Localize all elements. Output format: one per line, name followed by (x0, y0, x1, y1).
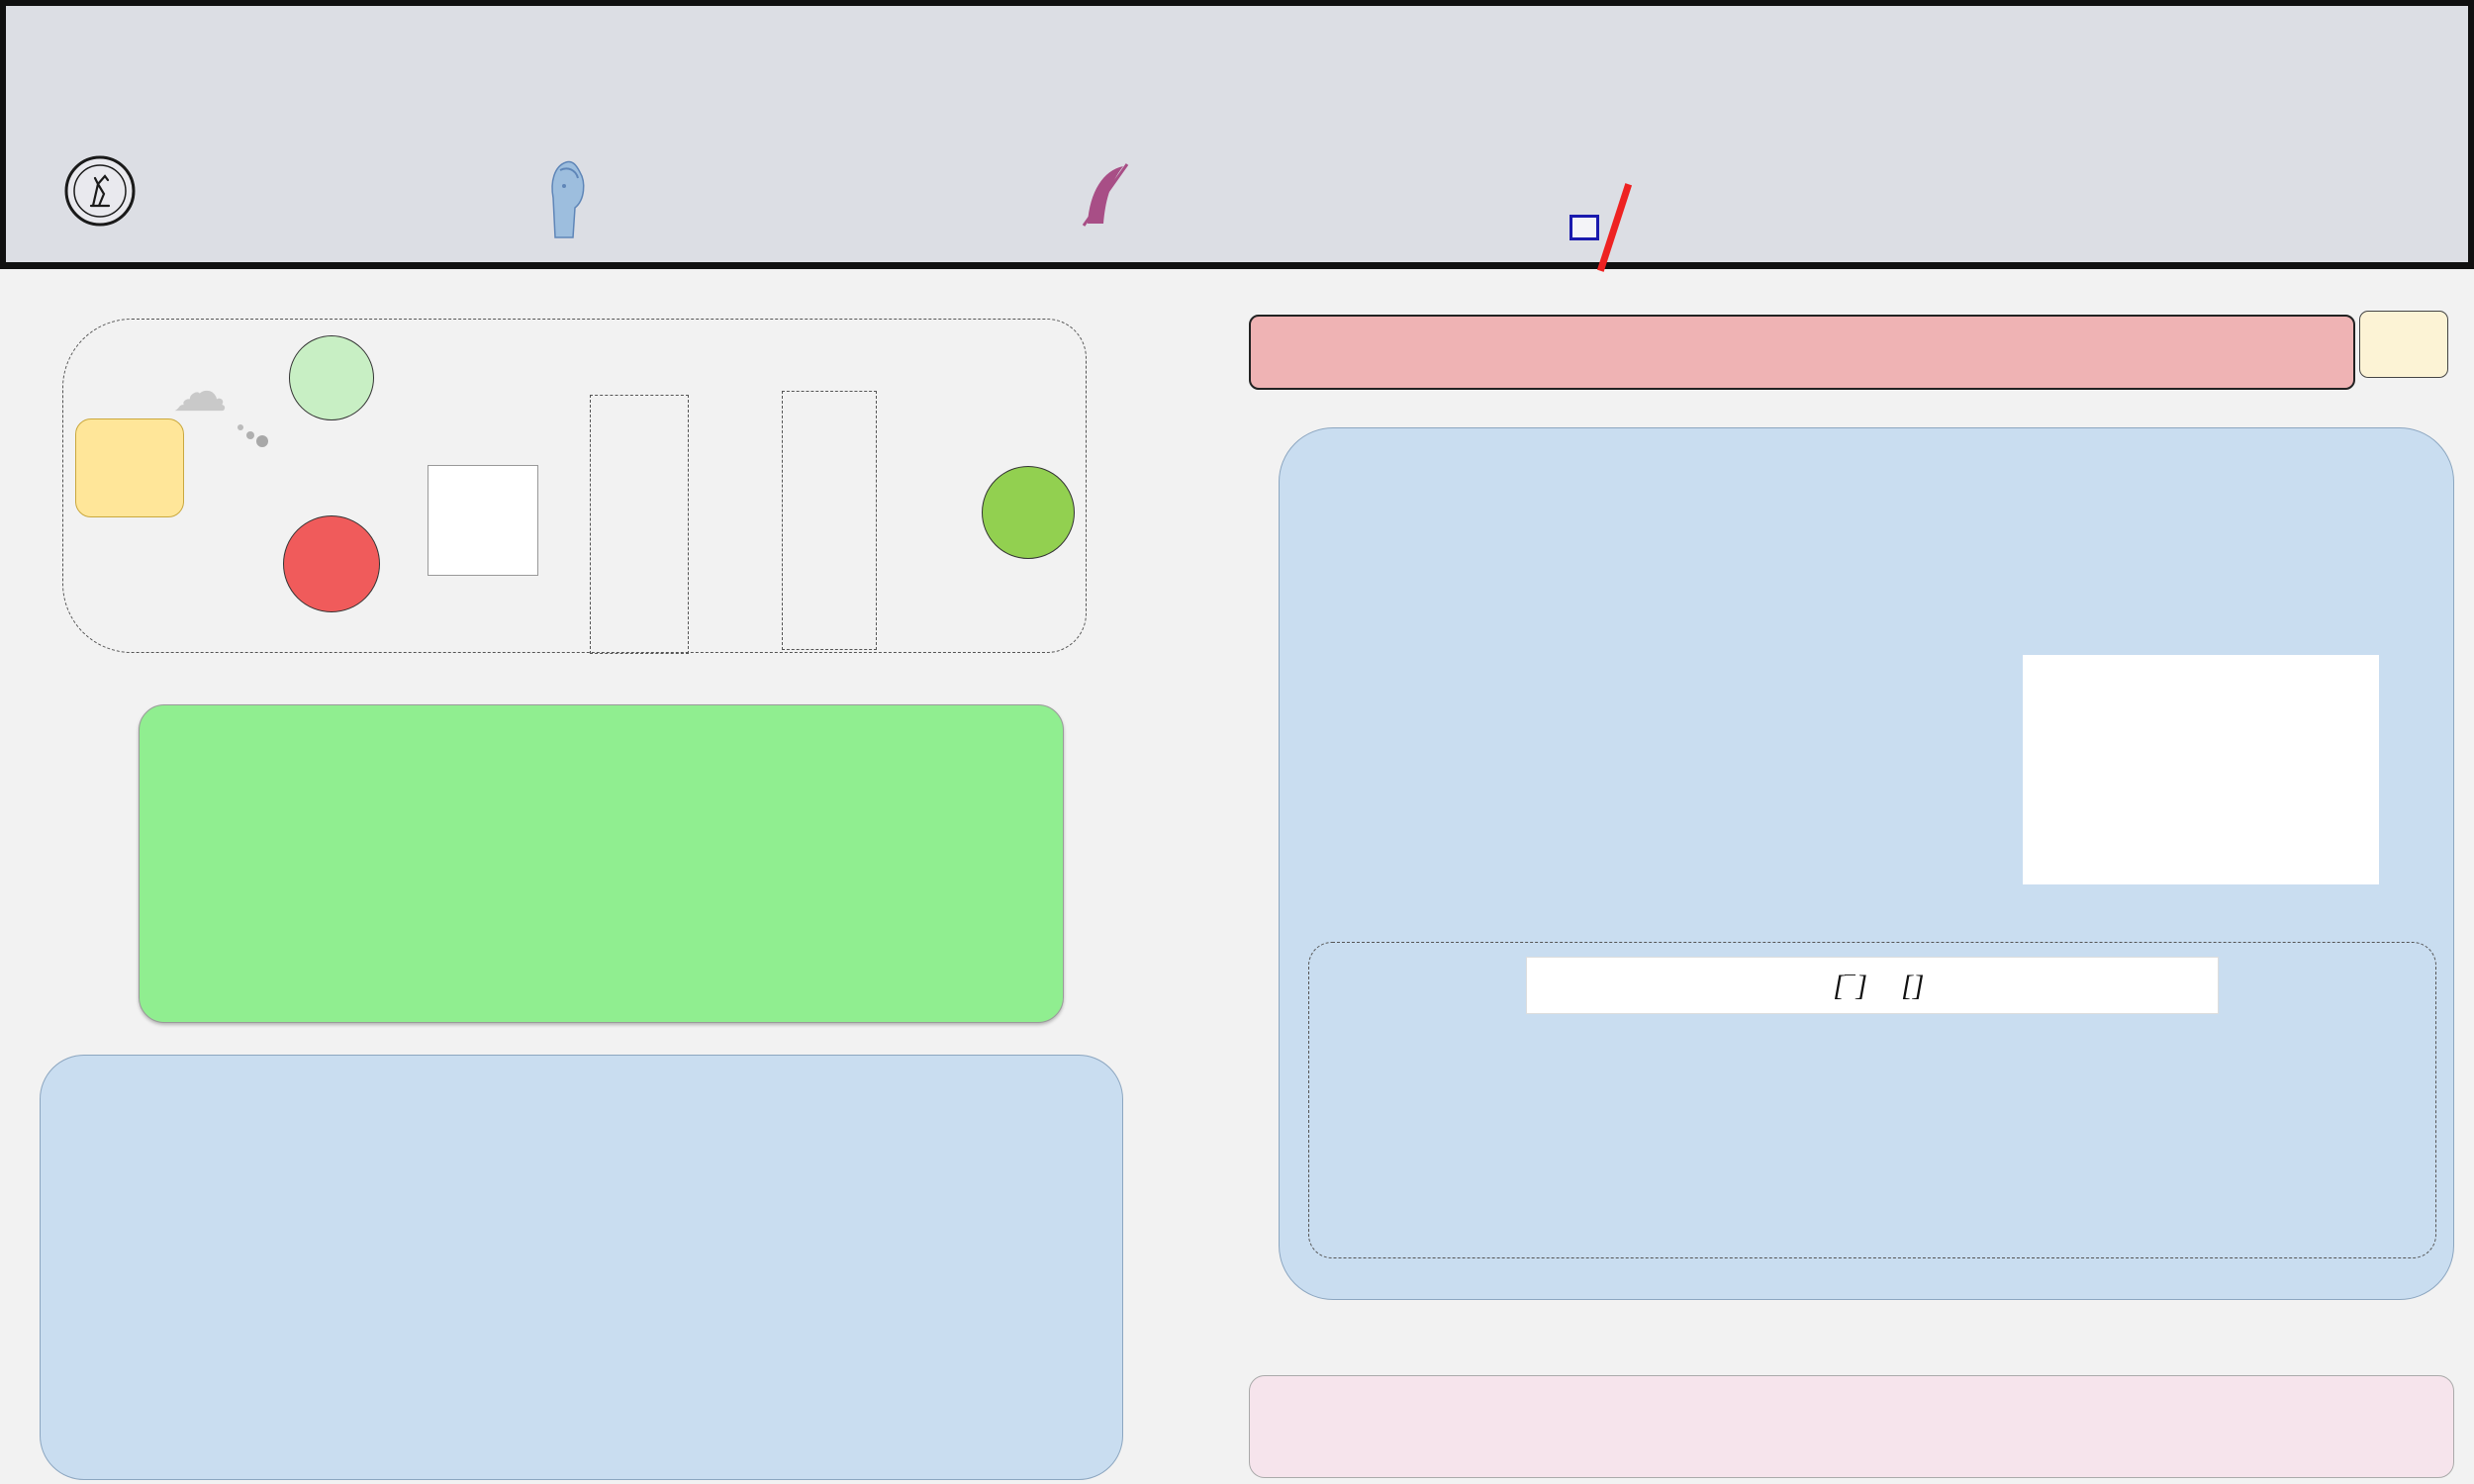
ntua-seal-icon (64, 155, 136, 227)
nkua-athena-icon (551, 160, 585, 238)
motivation-diagram: ☁ (62, 319, 1087, 654)
references-box (1249, 1375, 2454, 1478)
archimedes-logo (1080, 162, 1141, 228)
qr-code-box (2359, 311, 2448, 378)
thought-dots-icon (238, 424, 243, 430)
archimedes-sail-icon (1082, 163, 1129, 227)
prior-works-box (782, 391, 877, 650)
athena-slash-icon (1596, 183, 1633, 272)
neurips-logo (2163, 162, 2258, 247)
qr-code-icon (2382, 323, 2426, 366)
sota-node (982, 466, 1075, 559)
llms-node (75, 418, 184, 517)
imitation-braces-overlay (74, 1288, 1163, 1476)
industrial-models-box (590, 395, 689, 654)
imo-node (289, 335, 374, 420)
theorem-box: [ ] [] (1526, 957, 2219, 1014)
guesses-chart-svg (2023, 655, 2379, 884)
theorem-formula: [ ] [] (1833, 970, 1925, 1002)
nkua-logo (540, 156, 602, 243)
beyond-arrows-overlay (1298, 685, 1991, 932)
imitation-token-diagram (74, 1288, 1163, 1476)
thought-cloud-icon: ☁ (172, 360, 228, 422)
neurips-swirl-icon (2163, 162, 2248, 247)
combinatorial-problems-node (283, 515, 380, 612)
key-contributions-box (139, 704, 1064, 1023)
ntua-logo (63, 154, 146, 228)
mathematical-insights-box: [ ] [] (1308, 942, 2436, 1258)
sudoku-grid (428, 465, 538, 576)
tldr-box (1249, 315, 2355, 390)
imitation-learning-box (40, 1055, 1123, 1480)
beyond-token-diagram (1298, 685, 1991, 932)
guesses-chart (2023, 655, 2379, 884)
header (0, 0, 2474, 272)
athena-logo (1570, 182, 1633, 273)
